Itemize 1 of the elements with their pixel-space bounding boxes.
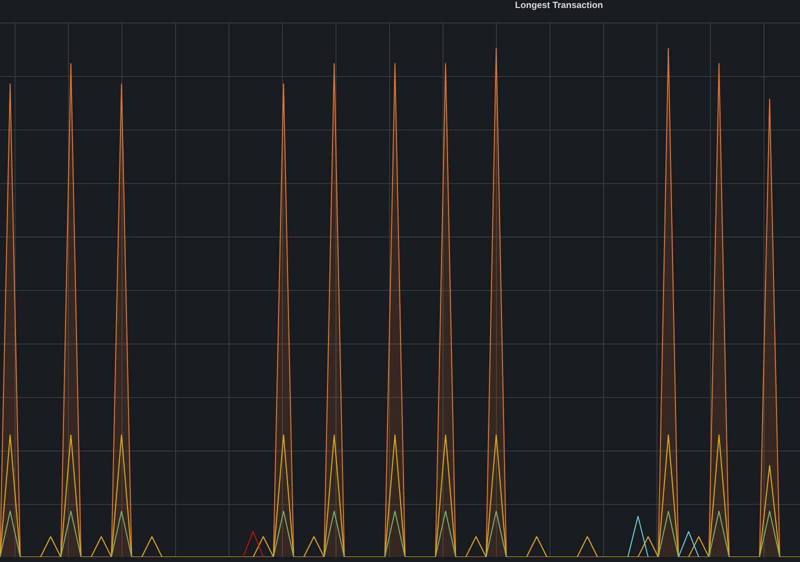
chart-title: Longest Transaction: [515, 0, 604, 10]
